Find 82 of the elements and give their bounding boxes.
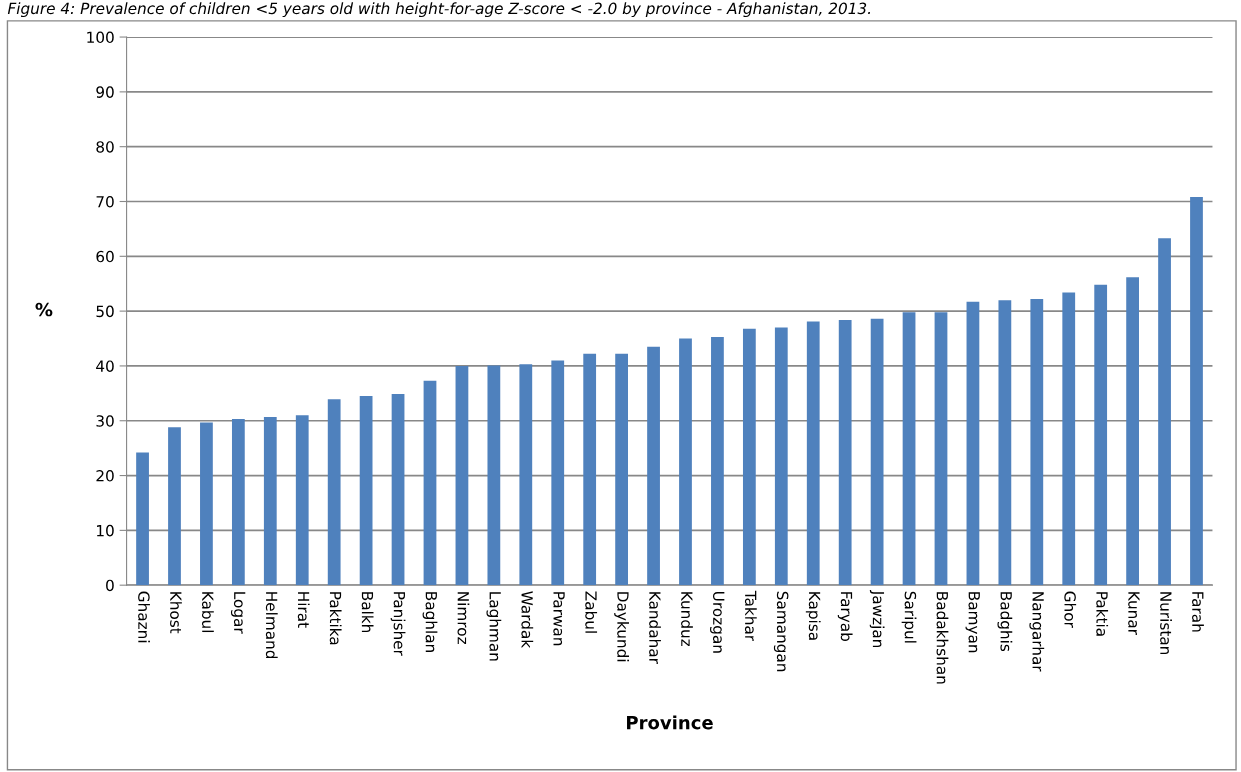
x-tick-label: Logar <box>230 592 246 634</box>
bar <box>1158 238 1171 586</box>
x-tick-label: Faryab <box>837 592 853 642</box>
x-tick-label: Urozgan <box>710 592 725 653</box>
bar <box>615 353 628 586</box>
bar <box>774 327 788 586</box>
x-tick-label: Balkh <box>361 592 374 633</box>
x-tick-label: Zabul <box>585 591 598 633</box>
y-tick-label: 20 <box>96 470 114 482</box>
x-tick-label: Hirat <box>297 592 310 628</box>
bar <box>742 328 756 586</box>
y-axis-title: % <box>35 302 53 317</box>
bar <box>551 360 565 586</box>
y-tick-label: 30 <box>96 415 114 427</box>
bar <box>934 312 948 586</box>
bar <box>487 365 501 586</box>
x-tick-label: Khost <box>170 592 182 634</box>
y-tick-label: 90 <box>96 86 114 98</box>
x-tick-label: Bamyan <box>965 592 980 653</box>
x-tick-label: Kabul <box>201 592 214 633</box>
y-tick-label: 50 <box>96 305 114 318</box>
y-tick-label: 40 <box>96 360 114 372</box>
bar <box>838 319 852 586</box>
bar <box>870 318 884 586</box>
x-tick-label: Paktia <box>1096 592 1109 636</box>
x-tick-label: Panjsher <box>390 592 406 656</box>
x-tick-label: Nimroz <box>457 592 470 644</box>
x-tick-label: Laghman <box>486 592 502 661</box>
x-tick-label: Paktika <box>329 592 342 645</box>
x-tick-label: Takhar <box>744 590 757 642</box>
x-tick-label: Wardak <box>521 591 534 649</box>
bar <box>1190 197 1203 586</box>
x-tick-label: Parwan <box>553 592 565 646</box>
x-tick-label: Jawzjan <box>869 589 885 648</box>
bar <box>679 338 692 586</box>
x-tick-label: Ghor <box>1064 591 1077 628</box>
bar <box>168 427 181 586</box>
y-tick-label: 100 <box>87 31 114 44</box>
bar <box>1126 277 1139 586</box>
y-tick-label: 80 <box>96 141 114 153</box>
bar <box>902 312 916 586</box>
y-tick-label: 60 <box>96 250 114 263</box>
bar <box>647 346 660 586</box>
x-tick-label: Samangan <box>773 591 789 672</box>
x-tick-label: Kapisa <box>805 592 821 640</box>
y-tick-label: 0 <box>106 579 114 592</box>
x-tick-label: Nangarhar <box>1029 592 1045 672</box>
bar <box>200 422 213 586</box>
x-tick-label: Daykundi <box>614 592 630 662</box>
x-axis-title: Province <box>627 715 713 730</box>
bar <box>359 396 373 586</box>
bar <box>1094 284 1108 586</box>
bar <box>455 365 469 586</box>
x-tick-label: Baghlan <box>422 592 438 652</box>
x-tick-label: Badghis <box>997 592 1013 652</box>
bar <box>327 399 341 586</box>
bar <box>1030 299 1044 586</box>
x-tick-label: Nuristan <box>1160 592 1172 655</box>
bar <box>136 452 149 586</box>
bar <box>295 415 309 586</box>
x-tick-label: Helmand <box>265 592 278 659</box>
y-tick-label: 70 <box>96 195 114 208</box>
x-tick-label: Ghazni <box>138 591 150 643</box>
bar <box>711 336 724 586</box>
x-tick-label: Kandahar <box>649 592 661 664</box>
bar <box>231 419 245 586</box>
bar <box>998 300 1012 586</box>
x-tick-label: Kunduz <box>681 592 693 647</box>
bar <box>391 393 405 586</box>
bar <box>263 416 277 586</box>
bar <box>966 301 980 586</box>
x-tick-label: Saripul <box>901 591 917 643</box>
x-tick-label: Farah <box>1192 592 1204 632</box>
bar <box>1062 292 1076 586</box>
chart-title: Figure 4: Prevalence of children <5 years old with height-for-age Z-score < -2.0 by province - Afghanistan, 2013. <box>7 2 870 18</box>
x-tick-label: Kunar <box>1128 592 1140 635</box>
bar <box>806 321 820 586</box>
bar <box>423 380 437 586</box>
bar <box>583 353 597 586</box>
bar <box>519 364 533 586</box>
y-tick-label: 10 <box>97 524 114 537</box>
x-tick-label: Badakhshan <box>936 592 949 684</box>
